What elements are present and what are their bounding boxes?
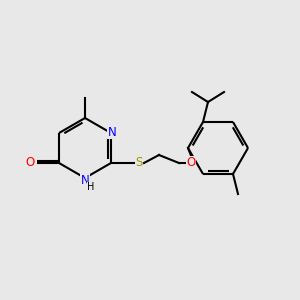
Text: O: O [186, 157, 196, 169]
Text: N: N [81, 173, 89, 187]
Text: N: N [108, 125, 116, 139]
Text: S: S [135, 157, 143, 169]
Text: H: H [87, 182, 95, 192]
Text: O: O [26, 157, 34, 169]
